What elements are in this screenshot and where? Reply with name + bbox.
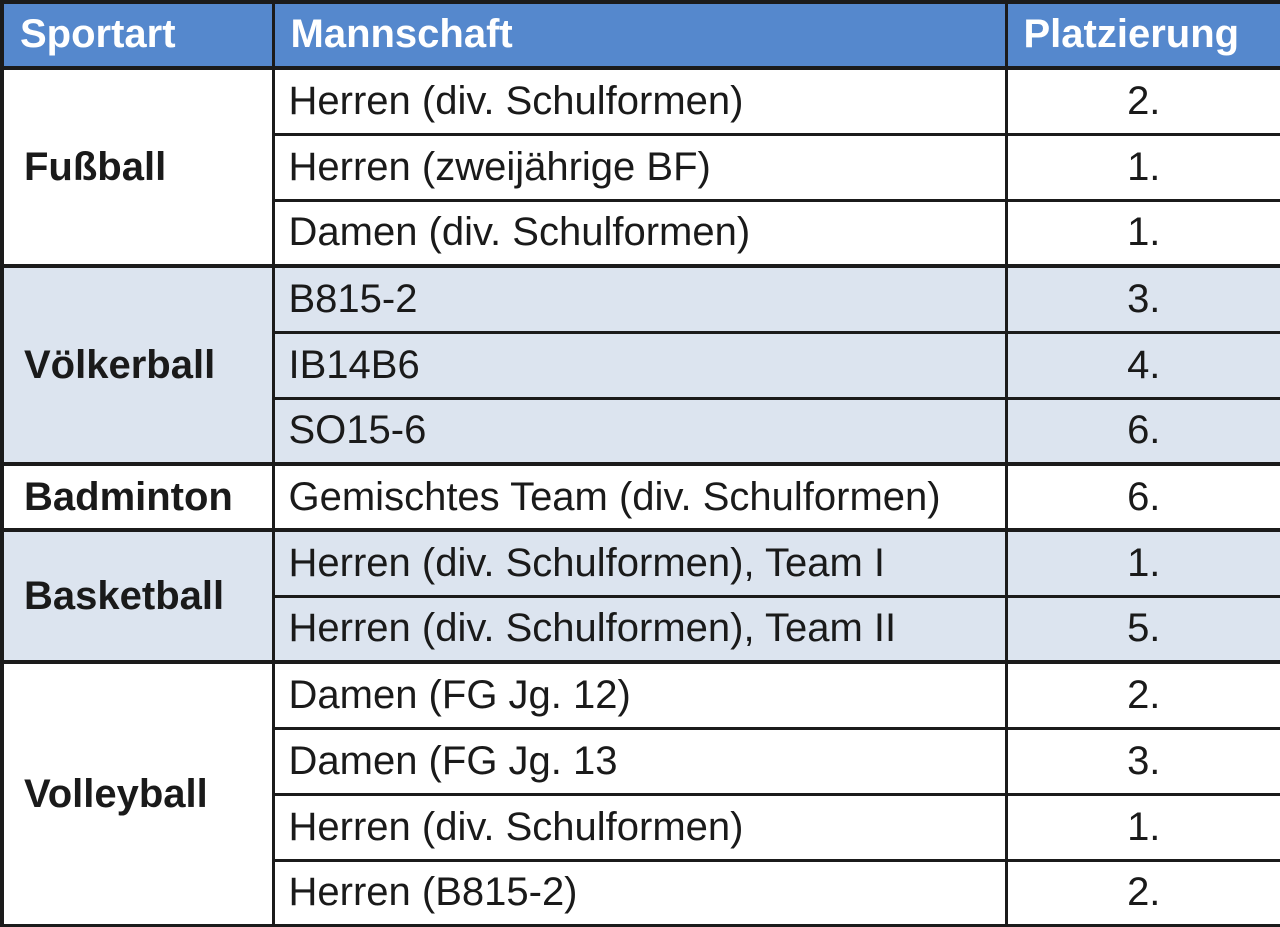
place-cell: 6. bbox=[1004, 396, 1280, 466]
team-cell: Herren (div. Schulformen), Team I bbox=[271, 528, 1008, 598]
team-cell: SO15-6 bbox=[271, 396, 1008, 466]
place-cell: 4. bbox=[1004, 330, 1280, 400]
column-header-sportart: Sportart bbox=[0, 0, 275, 70]
sport-cell: Völkerball bbox=[0, 264, 275, 466]
team-cell: Herren (div. Schulformen) bbox=[271, 66, 1008, 136]
place-cell: 2. bbox=[1004, 66, 1280, 136]
table-row: Volleyball Damen (FG Jg. 12) 2. bbox=[0, 660, 1280, 927]
table-row: SO15-6 6. bbox=[2, 396, 1280, 466]
place-cell: 1. bbox=[1004, 528, 1280, 598]
place-cell: 5. bbox=[1004, 594, 1280, 664]
place-cell: 1. bbox=[1004, 198, 1280, 268]
place-cell: 3. bbox=[1004, 264, 1280, 334]
table-row: Damen (FG Jg. 13 3. bbox=[2, 726, 1280, 796]
table-row: Damen (div. Schulformen) 1. bbox=[2, 198, 1280, 268]
table-row: Herren (B815-2) 2. bbox=[2, 858, 1280, 927]
team-cell: Herren (div. Schulformen) bbox=[271, 792, 1008, 862]
sport-cell: Basketball bbox=[0, 528, 275, 664]
table-row: Badminton Gemischtes Team (div. Schulform… bbox=[0, 462, 1280, 532]
team-cell: Herren (div. Schulformen), Team II bbox=[271, 594, 1008, 664]
team-cell: Herren (B815-2) bbox=[271, 858, 1008, 927]
place-cell: 2. bbox=[1004, 660, 1280, 730]
place-cell: 2. bbox=[1004, 858, 1280, 927]
place-cell: 6. bbox=[1004, 462, 1280, 532]
table-row: Herren (div. Schulformen), Team II 5. bbox=[2, 594, 1280, 664]
table-row: Herren (zweijährige BF) 1. bbox=[2, 132, 1280, 202]
table-row: Basketball Herren (div. Schulformen), Tea… bbox=[0, 528, 1280, 664]
sport-cell: Badminton bbox=[0, 462, 275, 532]
sport-cell: Volleyball bbox=[0, 660, 275, 927]
column-header-mannschaft: Mannschaft bbox=[271, 0, 1008, 70]
table-row: IB14B6 4. bbox=[2, 330, 1280, 400]
place-cell: 3. bbox=[1004, 726, 1280, 796]
team-cell: Damen (div. Schulformen) bbox=[271, 198, 1008, 268]
column-header-platzierung: Platzierung bbox=[1004, 0, 1280, 70]
team-cell: IB14B6 bbox=[271, 330, 1008, 400]
team-cell: Gemischtes Team (div. Schulformen) bbox=[271, 462, 1008, 532]
team-cell: B815-2 bbox=[271, 264, 1008, 334]
place-cell: 1. bbox=[1004, 132, 1280, 202]
team-cell: Damen (FG Jg. 13 bbox=[271, 726, 1008, 796]
team-cell: Herren (zweijährige BF) bbox=[271, 132, 1008, 202]
table-row: Völkerball B815-2 3. bbox=[0, 264, 1280, 466]
team-cell: Damen (FG Jg. 12) bbox=[271, 660, 1008, 730]
table-row: Fußball Herren (div. Schulformen) 2. bbox=[0, 66, 1280, 268]
sport-cell: Fußball bbox=[0, 66, 275, 268]
header-row: Sportart Mannschaft Platzierung bbox=[0, 0, 1280, 70]
place-cell: 1. bbox=[1004, 792, 1280, 862]
